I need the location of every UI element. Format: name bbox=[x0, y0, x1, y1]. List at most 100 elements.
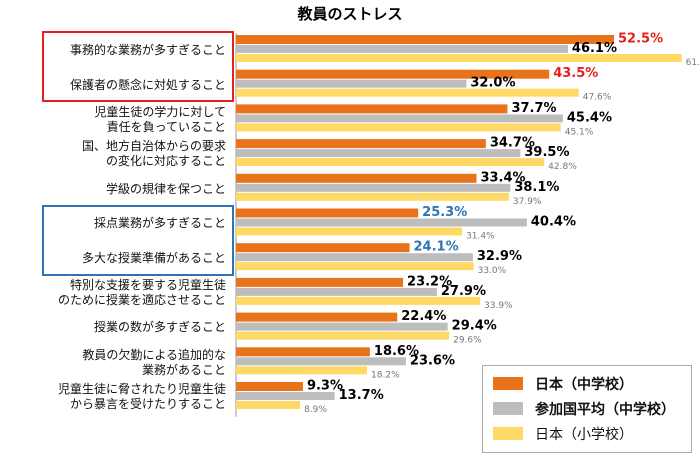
bar-s1-c6 bbox=[236, 253, 473, 262]
bar-s1-c5 bbox=[236, 218, 527, 227]
category-label-line: 特別な支援を要する児童生徒 bbox=[69, 278, 226, 293]
legend-label: 日本（中学校） bbox=[535, 376, 633, 393]
bar-s2-c1 bbox=[236, 88, 579, 97]
bar-s2-c8 bbox=[236, 331, 450, 340]
category-label: 授業の数が多すぎること bbox=[21, 320, 226, 335]
bar-s2-c7 bbox=[236, 296, 481, 305]
category-label: 特別な支援を要する児童生徒 のために授業を適応させること bbox=[21, 278, 226, 308]
value-label-s0-c8: 22.4% bbox=[401, 309, 446, 324]
legend-swatch bbox=[493, 427, 523, 440]
bar-s1-c3 bbox=[236, 149, 521, 158]
bar-s2-c6 bbox=[236, 262, 474, 271]
bar-s0-c6 bbox=[236, 243, 410, 253]
category-label-line: の変化に対応すること bbox=[105, 154, 226, 169]
category-label-line: 教員の欠勤による追加的な bbox=[82, 347, 226, 362]
bar-s2-c2 bbox=[236, 123, 561, 132]
value-label-s0-c4: 33.4% bbox=[480, 170, 525, 185]
category-label: 学級の規律を保つこと bbox=[21, 182, 226, 197]
category-label-line: 国、地方自治体からの要求 bbox=[81, 139, 226, 154]
legend-item: 日本（小学校） bbox=[493, 421, 681, 446]
category-label: 事務的な業務が多すぎること bbox=[21, 43, 226, 58]
value-label-s1-c10: 13.7% bbox=[339, 388, 384, 403]
value-label-s1-c5: 40.4% bbox=[531, 215, 576, 230]
bar-s2-c9 bbox=[236, 366, 368, 375]
value-label-s1-c9: 23.6% bbox=[410, 353, 455, 368]
value-label-s2-c9: 18.2% bbox=[371, 370, 400, 380]
category-label-line: 授業の数が多すぎること bbox=[93, 320, 226, 335]
bar-s0-c7 bbox=[236, 277, 404, 287]
value-label-s1-c2: 45.4% bbox=[567, 110, 612, 125]
value-label-s0-c1: 43.5% bbox=[553, 66, 598, 81]
bar-s0-c1 bbox=[236, 69, 550, 79]
value-label-s2-c6: 33.0% bbox=[478, 266, 507, 276]
legend-swatch bbox=[493, 377, 523, 390]
value-label-s0-c3: 34.7% bbox=[490, 136, 535, 151]
category-label-line: 責任を負っていること bbox=[106, 119, 226, 134]
value-label-s2-c1: 47.6% bbox=[583, 93, 612, 103]
value-label-s1-c3: 39.5% bbox=[524, 145, 569, 160]
category-label: 児童生徒の学力に対して 責任を負っていること bbox=[21, 105, 226, 135]
category-label-line: 多大な授業準備があること bbox=[81, 251, 226, 266]
bar-s1-c7 bbox=[236, 287, 437, 296]
category-label: 教員の欠勤による追加的な 業務があること bbox=[21, 348, 226, 378]
category-label: 多大な授業準備があること bbox=[21, 251, 226, 266]
value-label-s2-c0: 61.9% bbox=[686, 58, 700, 68]
category-label-line: 業務があること bbox=[141, 362, 226, 377]
bar-s0-c10 bbox=[236, 382, 303, 391]
legend-item: 日本（中学校） bbox=[493, 371, 681, 396]
value-label-s0-c2: 37.7% bbox=[511, 101, 556, 116]
legend-item: 参加国平均（中学校） bbox=[493, 396, 681, 421]
chart-title: 教員のストレス bbox=[297, 5, 403, 23]
bar-s2-c3 bbox=[236, 158, 545, 167]
value-label-s1-c0: 46.1% bbox=[572, 41, 617, 56]
bar-s0-c2 bbox=[236, 104, 508, 114]
bar-s1-c1 bbox=[236, 79, 467, 88]
bar-s0-c3 bbox=[236, 139, 486, 149]
value-label-s0-c10: 9.3% bbox=[307, 379, 343, 394]
bar-s1-c2 bbox=[236, 114, 563, 123]
value-label-s2-c4: 37.9% bbox=[513, 197, 542, 207]
bar-s0-c0 bbox=[236, 35, 614, 44]
category-label-line: 児童生徒の学力に対して bbox=[94, 104, 226, 119]
bar-s0-c5 bbox=[236, 208, 419, 218]
value-label-s0-c0: 52.5% bbox=[618, 32, 663, 47]
bar-s2-c0 bbox=[236, 54, 682, 62]
category-label: 採点業務が多すぎること bbox=[21, 216, 226, 231]
value-label-s1-c4: 38.1% bbox=[514, 180, 559, 195]
category-label-line: から暴言を受けたりすること bbox=[69, 397, 226, 412]
bar-s2-c4 bbox=[236, 192, 509, 201]
value-label-s2-c7: 33.9% bbox=[484, 301, 513, 311]
value-label-s0-c7: 23.2% bbox=[407, 274, 452, 289]
value-label-s2-c3: 42.8% bbox=[548, 162, 577, 172]
bar-s2-c5 bbox=[236, 227, 463, 236]
legend-label: 参加国平均（中学校） bbox=[535, 401, 675, 418]
value-label-s2-c8: 29.6% bbox=[453, 336, 482, 346]
legend: 日本（中学校） 参加国平均（中学校） 日本（小学校） bbox=[482, 365, 692, 453]
value-label-s0-c6: 24.1% bbox=[414, 240, 459, 255]
category-label-line: 採点業務が多すぎること bbox=[93, 216, 226, 231]
bar-s0-c4 bbox=[236, 173, 477, 183]
value-label-s0-c9: 18.6% bbox=[374, 344, 419, 359]
category-label: 国、地方自治体からの要求 の変化に対応すること bbox=[21, 139, 226, 169]
value-label-s2-c10: 8.9% bbox=[304, 405, 327, 415]
bar-s1-c9 bbox=[236, 357, 406, 366]
bar-s1-c8 bbox=[236, 322, 448, 331]
bar-s1-c0 bbox=[236, 45, 568, 53]
legend-label: 日本（小学校） bbox=[535, 426, 633, 443]
category-label: 児童生徒に脅されたり児童生徒 から暴言を受けたりすること bbox=[21, 382, 226, 412]
value-label-s1-c8: 29.4% bbox=[452, 319, 497, 334]
bar-s0-c8 bbox=[236, 312, 398, 322]
value-label-s2-c2: 45.1% bbox=[565, 127, 594, 137]
value-label-s2-c5: 31.4% bbox=[466, 232, 495, 242]
bar-s1-c10 bbox=[236, 392, 335, 400]
legend-swatch bbox=[493, 402, 523, 415]
value-label-s0-c5: 25.3% bbox=[422, 205, 467, 220]
value-label-s1-c6: 32.9% bbox=[477, 249, 522, 264]
category-label-line: 事務的な業務が多すぎること bbox=[69, 42, 226, 57]
category-label: 保護者の懸念に対処すること bbox=[21, 78, 226, 93]
highlight-box-0 bbox=[42, 31, 234, 103]
bar-s0-c9 bbox=[236, 347, 370, 357]
bar-s2-c10 bbox=[236, 401, 301, 409]
